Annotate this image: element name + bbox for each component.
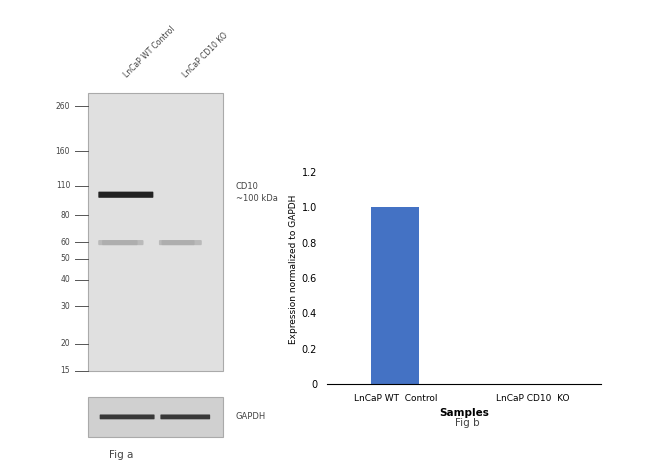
Text: 110: 110 [56,182,70,190]
Bar [88,397,223,437]
Text: GAPDH: GAPDH [236,412,266,421]
FancyBboxPatch shape [161,240,194,245]
FancyBboxPatch shape [98,192,153,198]
FancyBboxPatch shape [98,240,144,245]
FancyBboxPatch shape [102,240,138,245]
FancyBboxPatch shape [99,415,155,419]
FancyBboxPatch shape [159,240,202,245]
Text: 30: 30 [60,302,70,311]
Text: 160: 160 [56,147,70,156]
Text: 80: 80 [60,211,70,220]
Text: 50: 50 [60,255,70,264]
FancyBboxPatch shape [161,415,210,419]
Text: LnCaP CD10 KO: LnCaP CD10 KO [181,31,230,80]
Text: CD10
~100 kDa: CD10 ~100 kDa [236,182,278,203]
Text: 40: 40 [60,275,70,284]
Text: Fig b: Fig b [455,418,480,428]
Text: 60: 60 [60,238,70,247]
Text: LnCaP WT Control: LnCaP WT Control [122,25,177,80]
Text: 15: 15 [60,366,70,375]
Bar [88,93,223,371]
Text: Fig a: Fig a [109,450,133,460]
Text: 20: 20 [60,340,70,348]
Text: 260: 260 [56,102,70,111]
